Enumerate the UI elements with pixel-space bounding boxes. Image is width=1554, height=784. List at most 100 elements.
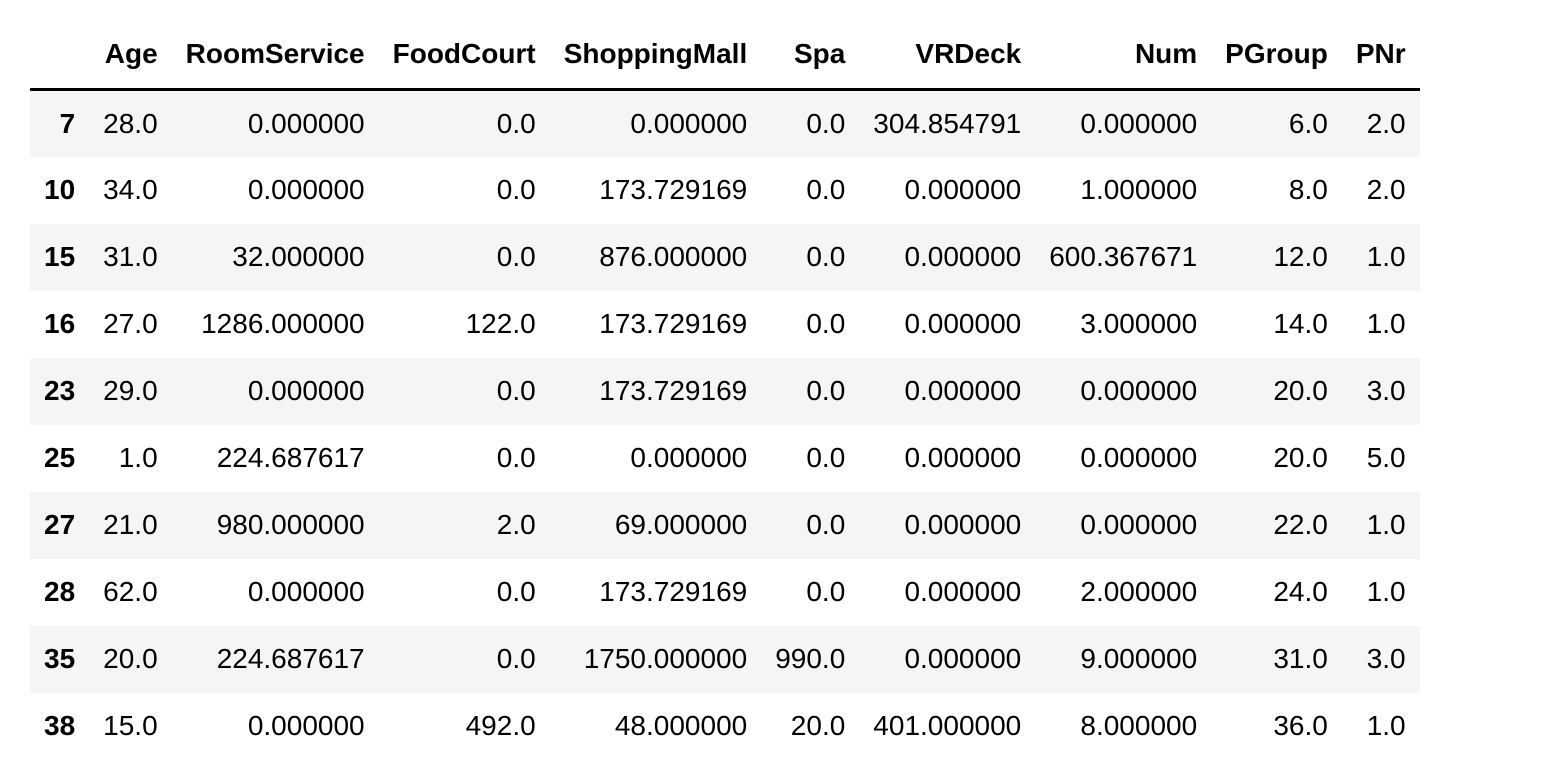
table-cell: 0.0 (496, 174, 536, 206)
column-header-age: Age (89, 20, 172, 91)
column-header-pgroup: PGroup (1211, 20, 1342, 91)
table-cell: 0.000000 (1080, 375, 1198, 407)
row-index: 27 (44, 509, 76, 541)
table-cell: 9.000000 (1080, 643, 1198, 675)
column-header-foodcourt: FoodCourt (378, 20, 550, 91)
table-cell: 0.000000 (247, 174, 365, 206)
row-index: 7 (59, 108, 76, 140)
row-index: 15 (44, 241, 76, 273)
row-index: 25 (44, 442, 76, 474)
row-index: 23 (44, 375, 76, 407)
table-cell: 0.000000 (904, 442, 1022, 474)
table-cell: 876.000000 (599, 241, 748, 273)
table-cell: 1.0 (1366, 308, 1406, 340)
table-cell: 1.0 (1366, 509, 1406, 541)
dataframe-container: Age RoomService FoodCourt ShoppingMall Spa VR… (30, 20, 1420, 760)
table-cell: 0.000000 (247, 576, 365, 608)
table-cell: 0.0 (806, 308, 846, 340)
table-cell: 24.0 (1273, 576, 1328, 608)
table-cell: 0.000000 (904, 509, 1022, 541)
table-cell: 48.000000 (614, 710, 748, 742)
table-cell: 1750.000000 (583, 643, 748, 675)
table-row: 10 34.0 0.000000 0.0 173.729169 0.0 0.000000 1.… (30, 157, 1420, 224)
table-cell: 0.000000 (247, 710, 365, 742)
table-cell: 20.0 (1273, 442, 1328, 474)
table-cell: 0.0 (496, 241, 536, 273)
table-cell: 20.0 (790, 710, 846, 742)
table-cell: 0.0 (496, 375, 536, 407)
table-row: 27 21.0 980.000000 2.0 69.000000 0.0 0.000000 0… (30, 491, 1420, 559)
table-cell: 0.0 (806, 174, 846, 206)
table-cell: 0.000000 (904, 576, 1022, 608)
table-cell: 224.687617 (216, 643, 365, 675)
table-row: 23 29.0 0.000000 0.0 173.729169 0.0 0.000000 0.… (30, 357, 1420, 425)
index-column-header (30, 20, 90, 91)
table-cell: 2.0 (1366, 174, 1406, 206)
table-cell: 31.0 (103, 241, 158, 273)
table-cell: 0.000000 (1080, 442, 1198, 474)
table-cell: 3.0 (1366, 643, 1406, 675)
row-index: 28 (44, 576, 76, 608)
table-cell: 2.000000 (1080, 576, 1198, 608)
table-cell: 3.000000 (1080, 308, 1198, 340)
table-cell: 304.854791 (873, 108, 1022, 140)
table-cell: 1286.000000 (201, 308, 365, 340)
table-cell: 8.000000 (1080, 710, 1198, 742)
table-row: 25 1.0 224.687617 0.0 0.000000 0.0 0.000000 0.0… (30, 425, 1420, 492)
column-header-num: Num (1035, 20, 1212, 91)
table-row: 7 28.0 0.000000 0.0 0.000000 0.0 304.854791 0.0… (30, 89, 1420, 157)
table-row: 35 20.0 224.687617 0.0 1750.000000 990.0 0.000… (30, 625, 1420, 693)
table-row: 16 27.0 1286.000000 122.0 173.729169 0.0 0.000… (30, 291, 1420, 358)
column-header-roomservice: RoomService (171, 20, 379, 91)
row-index: 38 (44, 710, 76, 742)
table-cell: 224.687617 (216, 442, 365, 474)
table-cell: 0.000000 (904, 174, 1022, 206)
table-cell: 0.0 (496, 442, 536, 474)
table-cell: 3.0 (1366, 375, 1406, 407)
row-index: 10 (44, 174, 76, 206)
column-header-spa: Spa (761, 20, 860, 91)
table-cell: 0.000000 (247, 108, 365, 140)
table-cell: 2.0 (496, 509, 536, 541)
table-cell: 6.0 (1288, 108, 1328, 140)
table-cell: 173.729169 (599, 308, 748, 340)
table-cell: 0.000000 (630, 442, 748, 474)
table-cell: 1.0 (1366, 710, 1406, 742)
table-cell: 20.0 (1273, 375, 1328, 407)
table-cell: 2.0 (1366, 108, 1406, 140)
table-cell: 0.0 (806, 442, 846, 474)
table-row: 15 31.0 32.000000 0.0 876.000000 0.0 0.000000 6… (30, 223, 1420, 291)
table-cell: 401.000000 (873, 710, 1022, 742)
table-cell: 0.0 (806, 375, 846, 407)
dataframe-body: 7 28.0 0.000000 0.0 0.000000 0.0 304.854791 0.0… (30, 89, 1420, 760)
table-row: 38 15.0 0.000000 492.0 48.000000 20.0 401.0000… (30, 693, 1420, 760)
table-cell: 173.729169 (599, 174, 748, 206)
dataframe-table: Age RoomService FoodCourt ShoppingMall Spa VR… (30, 20, 1420, 760)
table-cell: 1.0 (1366, 241, 1406, 273)
column-header-pnr: PNr (1341, 20, 1420, 91)
table-cell: 0.0 (496, 643, 536, 675)
table-cell: 14.0 (1273, 308, 1328, 340)
table-cell: 0.0 (806, 509, 846, 541)
table-cell: 20.0 (103, 643, 158, 675)
column-header-vrdeck: VRDeck (859, 20, 1036, 91)
column-header-shoppingmall: ShoppingMall (549, 20, 762, 91)
table-cell: 0.000000 (630, 108, 748, 140)
table-cell: 173.729169 (599, 576, 748, 608)
table-cell: 173.729169 (599, 375, 748, 407)
table-cell: 980.000000 (216, 509, 365, 541)
row-index: 16 (44, 308, 76, 340)
table-cell: 492.0 (465, 710, 536, 742)
table-cell: 8.0 (1288, 174, 1328, 206)
row-index: 35 (44, 643, 76, 675)
table-cell: 27.0 (103, 308, 158, 340)
table-cell: 0.000000 (247, 375, 365, 407)
table-cell: 34.0 (103, 174, 158, 206)
table-cell: 0.000000 (904, 375, 1022, 407)
table-cell: 36.0 (1273, 710, 1328, 742)
table-cell: 32.000000 (232, 241, 365, 273)
table-cell: 31.0 (1273, 643, 1328, 675)
table-cell: 29.0 (103, 375, 158, 407)
table-cell: 21.0 (103, 509, 158, 541)
table-cell: 1.000000 (1080, 174, 1198, 206)
